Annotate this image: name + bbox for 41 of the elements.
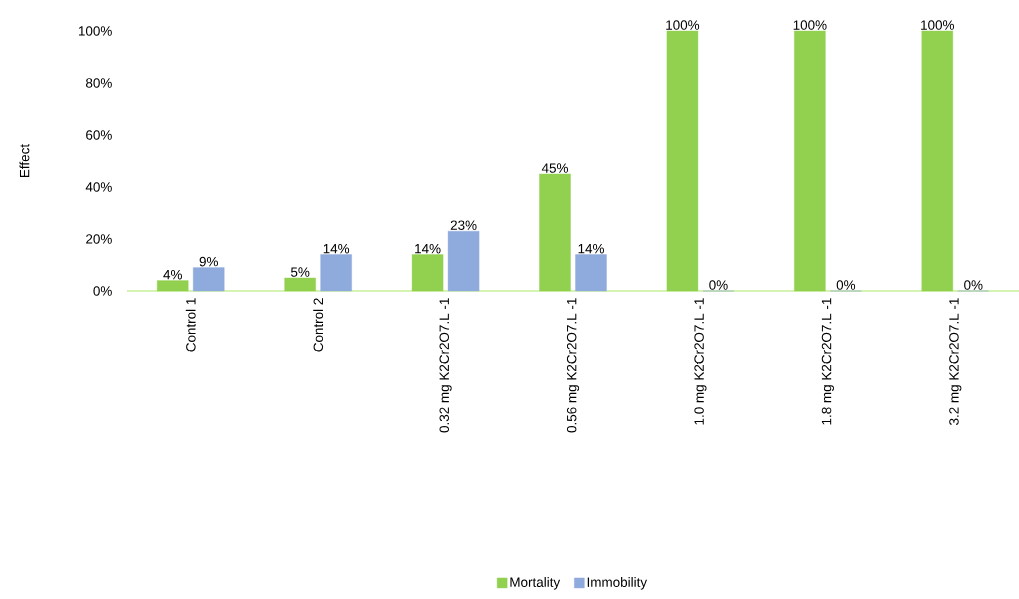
x-tick-label: Control 2	[313, 298, 324, 352]
y-tick-label: 100%	[78, 26, 112, 36]
bar	[157, 280, 189, 292]
bar	[193, 267, 225, 292]
x-tick-label: 3.2 mg K2Cr2O7.L -1	[949, 298, 962, 425]
x-tick-label: 0.56 mg K2Cr2O7.L -1	[566, 298, 580, 433]
y-tick-label: 20%	[86, 234, 112, 244]
bar	[666, 30, 699, 292]
bar	[447, 230, 480, 292]
y-tick-label: 60%	[86, 130, 112, 140]
data-label: 4%	[163, 269, 182, 280]
data-label: 0%	[836, 280, 856, 290]
data-label: 100%	[793, 20, 827, 30]
data-label: 14%	[578, 243, 604, 254]
y-axis-title: Effect	[19, 144, 30, 177]
legend-label: Mortality	[510, 577, 561, 590]
bar	[411, 254, 444, 292]
bar	[575, 254, 607, 292]
bar	[284, 277, 316, 292]
x-tick-label: Control 1	[185, 298, 196, 352]
data-label: 14%	[323, 243, 350, 254]
bar	[794, 30, 826, 292]
y-tick-label: 80%	[85, 78, 112, 88]
x-tick-label: 1.0 mg K2Cr2O7.L -1	[694, 298, 707, 425]
data-label: 100%	[666, 20, 700, 30]
legend-label: Immobility	[587, 577, 648, 590]
bar	[320, 254, 352, 292]
y-tick-label: 0%	[93, 286, 112, 296]
data-label: 100%	[921, 20, 955, 30]
data-label: 45%	[541, 163, 568, 173]
x-tick-label: 1.8 mg K2Cr2O7.L -1	[821, 298, 834, 425]
bar	[921, 30, 953, 292]
data-label: 9%	[199, 256, 218, 267]
data-label: 5%	[290, 267, 310, 277]
data-label: 14%	[415, 243, 441, 254]
x-tick-label: 0.32 mg K2Cr2O7.L -1	[439, 298, 452, 433]
data-label: 0%	[964, 280, 983, 290]
data-label: 23%	[450, 220, 477, 230]
y-tick-label: 40%	[85, 182, 112, 192]
bar	[539, 173, 571, 292]
data-label: 0%	[709, 280, 728, 290]
